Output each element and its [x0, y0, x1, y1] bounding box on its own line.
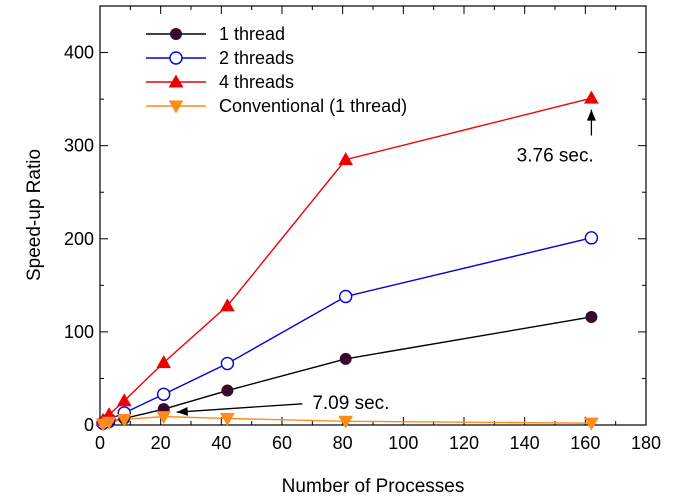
x-tick-label: 100	[388, 433, 418, 453]
data-point-conventional-1-thread	[101, 416, 117, 430]
data-point-4-threads	[116, 393, 132, 407]
x-tick-label: 0	[95, 433, 105, 453]
y-tick-label: 400	[64, 43, 94, 63]
data-point-2-threads	[220, 356, 235, 371]
data-point-1-thread	[585, 310, 598, 323]
data-point-conventional-1-thread	[338, 415, 354, 429]
legend-label-4-threads: 4 threads	[219, 72, 294, 92]
x-tick-labels: 0 20 40 60 80 100 120 140 160 180	[95, 433, 661, 453]
x-tick-label: 60	[272, 433, 292, 453]
annotation-label-1: 7.09 sec.	[312, 393, 389, 414]
data-point-4-threads	[156, 355, 172, 369]
annotation-arrow-0-head	[586, 109, 596, 121]
data-point-2-threads	[339, 289, 353, 304]
data-point-4-threads	[584, 90, 599, 104]
legend-marker-4-threads	[168, 74, 184, 88]
series-markers	[95, 90, 599, 432]
data-point-conventional-1-thread	[584, 417, 599, 431]
annotation-arrow-1-head	[176, 406, 189, 416]
data-point-conventional-1-thread	[116, 413, 132, 427]
x-tick-label: 120	[449, 433, 479, 453]
y-tick-label: 0	[84, 415, 94, 435]
data-point-conventional-1-thread	[220, 412, 235, 426]
data-point-2-threads	[156, 387, 171, 401]
y-tick-label: 100	[64, 322, 94, 342]
legend-marker-2-threads	[169, 51, 183, 65]
axis-ticks	[99, 6, 647, 426]
x-tick-label: 40	[211, 433, 231, 453]
legend-marker-conventional-1-thread	[168, 100, 184, 114]
x-tick-label: 160	[570, 433, 600, 453]
data-point-4-threads	[220, 298, 235, 312]
data-point-conventional-1-thread	[156, 411, 172, 425]
plot-frame	[99, 5, 647, 426]
x-tick-label: 20	[151, 433, 171, 453]
data-point-1-thread	[221, 384, 234, 397]
x-axis-label: Number of Processes	[282, 476, 465, 497]
legend: 1 thread 2 threads 4 threads Conventional (…	[146, 24, 407, 116]
annotations: 3.76 sec. 7.09 sec.	[176, 109, 596, 416]
y-tick-labels: 0 100 200 300 400	[64, 43, 94, 435]
data-point-2-threads	[584, 231, 599, 245]
legend-label-1-thread: 1 thread	[219, 24, 285, 44]
x-tick-label: 180	[631, 433, 661, 453]
legend-label-2-threads: 2 threads	[219, 48, 294, 68]
data-point-1-thread	[339, 352, 352, 365]
x-tick-label: 80	[333, 433, 353, 453]
data-point-4-threads	[338, 152, 354, 166]
legend-label-conventional-1-thread: Conventional (1 thread)	[219, 96, 407, 116]
y-tick-label: 200	[64, 229, 94, 249]
legend-marker-1-thread	[170, 28, 182, 40]
y-tick-label: 300	[64, 136, 94, 156]
x-tick-label: 140	[510, 433, 540, 453]
y-axis-label: Speed-up Ratio	[24, 149, 45, 281]
annotation-label-0: 3.76 sec.	[517, 145, 594, 166]
annotation-arrow-1-shaft	[176, 403, 303, 413]
plot-area	[99, 5, 647, 426]
